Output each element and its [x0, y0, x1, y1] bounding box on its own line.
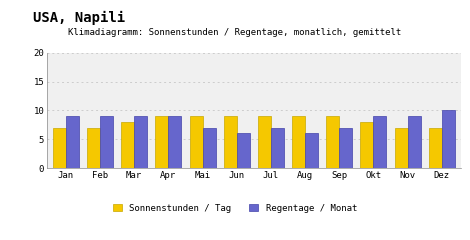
Bar	[442, 110, 455, 168]
Bar	[121, 122, 134, 168]
Bar	[429, 128, 442, 168]
Bar	[326, 116, 339, 168]
Bar	[258, 116, 271, 168]
Bar	[339, 128, 352, 168]
Bar	[305, 133, 318, 168]
Bar	[224, 116, 237, 168]
Bar	[168, 116, 181, 168]
Bar	[100, 116, 113, 168]
Bar	[203, 128, 216, 168]
Bar	[189, 116, 203, 168]
Legend: Sonnenstunden / Tag, Regentage / Monat: Sonnenstunden / Tag, Regentage / Monat	[113, 204, 357, 213]
Bar	[53, 128, 66, 168]
Bar	[360, 122, 374, 168]
Text: Copyright (C) 2011 sonnenlaender.de: Copyright (C) 2011 sonnenlaender.de	[148, 224, 322, 233]
Bar	[407, 116, 421, 168]
Bar	[374, 116, 386, 168]
Text: Klimadiagramm: Sonnenstunden / Regentage, monatlich, gemittelt: Klimadiagramm: Sonnenstunden / Regentage…	[68, 28, 402, 36]
Bar	[271, 128, 284, 168]
Bar	[134, 116, 147, 168]
Bar	[156, 116, 168, 168]
Bar	[292, 116, 305, 168]
Bar	[87, 128, 100, 168]
Bar	[395, 128, 407, 168]
Bar	[66, 116, 79, 168]
Bar	[237, 133, 250, 168]
Text: USA, Napili: USA, Napili	[33, 11, 125, 25]
